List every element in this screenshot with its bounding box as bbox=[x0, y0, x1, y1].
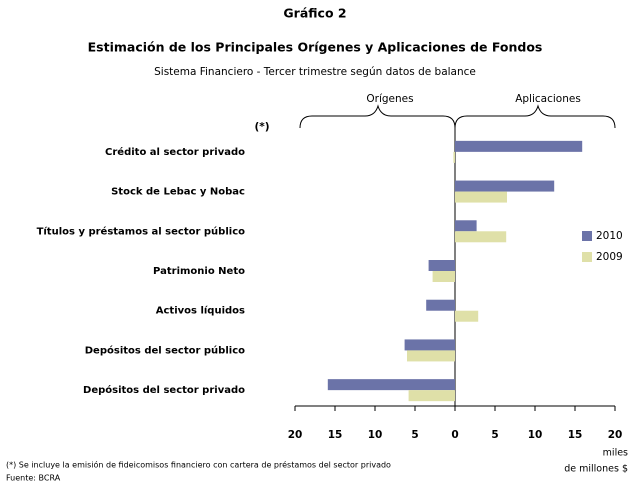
y-tick-label: Depósitos del sector privado bbox=[83, 384, 245, 396]
brace bbox=[454, 104, 616, 129]
bar bbox=[408, 390, 455, 402]
x-tick-label: 10 bbox=[368, 429, 383, 441]
bar bbox=[455, 180, 555, 192]
bar bbox=[404, 339, 455, 351]
source: Fuente: BCRA bbox=[6, 474, 61, 483]
x-tick-label: 20 bbox=[288, 429, 303, 441]
y-tick-label: Activos líquidos bbox=[156, 305, 245, 317]
bar bbox=[455, 220, 477, 232]
y-tick-label: Depósitos del sector público bbox=[85, 344, 245, 356]
x-axis-label: miles bbox=[603, 448, 628, 459]
y-tick-label: Stock de Lebac y Nobac bbox=[111, 187, 245, 198]
x-tick-label: 10 bbox=[528, 429, 543, 441]
legend-swatch bbox=[582, 252, 592, 262]
bar bbox=[455, 310, 479, 322]
x-tick-label: 5 bbox=[491, 429, 498, 441]
bar bbox=[455, 231, 507, 243]
bar bbox=[455, 140, 583, 152]
legend-label: 2010 bbox=[596, 230, 623, 242]
y-tick-label: Títulos y préstamos al sector público bbox=[37, 225, 246, 237]
bar bbox=[455, 191, 507, 203]
x-tick-label: 5 bbox=[411, 429, 418, 441]
chart-kicker: Gráfico 2 bbox=[283, 6, 346, 21]
legend-label: 2009 bbox=[596, 251, 623, 263]
group-label: Aplicaciones bbox=[515, 93, 581, 105]
x-tick-label: 15 bbox=[328, 429, 343, 441]
x-axis-label: de millones $ bbox=[564, 464, 628, 475]
bar bbox=[426, 299, 455, 311]
bar bbox=[407, 350, 455, 362]
bar bbox=[432, 271, 455, 282]
brace bbox=[299, 104, 456, 129]
bar bbox=[453, 151, 455, 163]
x-tick-label: 0 bbox=[451, 429, 458, 441]
footnote: (*) Se incluye la emisión de fideicomiso… bbox=[6, 460, 391, 470]
bar bbox=[327, 379, 455, 391]
x-tick-label: 20 bbox=[608, 429, 623, 441]
legend-swatch bbox=[582, 231, 592, 241]
note-marker: (*) bbox=[254, 121, 269, 133]
y-tick-label: Patrimonio Neto bbox=[153, 266, 245, 277]
x-tick-label: 15 bbox=[568, 429, 583, 441]
chart-title: Estimación de los Principales Orígenes y… bbox=[88, 40, 543, 55]
bar bbox=[428, 260, 455, 271]
y-tick-label: Crédito al sector privado bbox=[105, 146, 245, 158]
chart-subtitle: Sistema Financiero - Tercer trimestre se… bbox=[154, 66, 476, 78]
group-label: Orígenes bbox=[366, 93, 413, 105]
